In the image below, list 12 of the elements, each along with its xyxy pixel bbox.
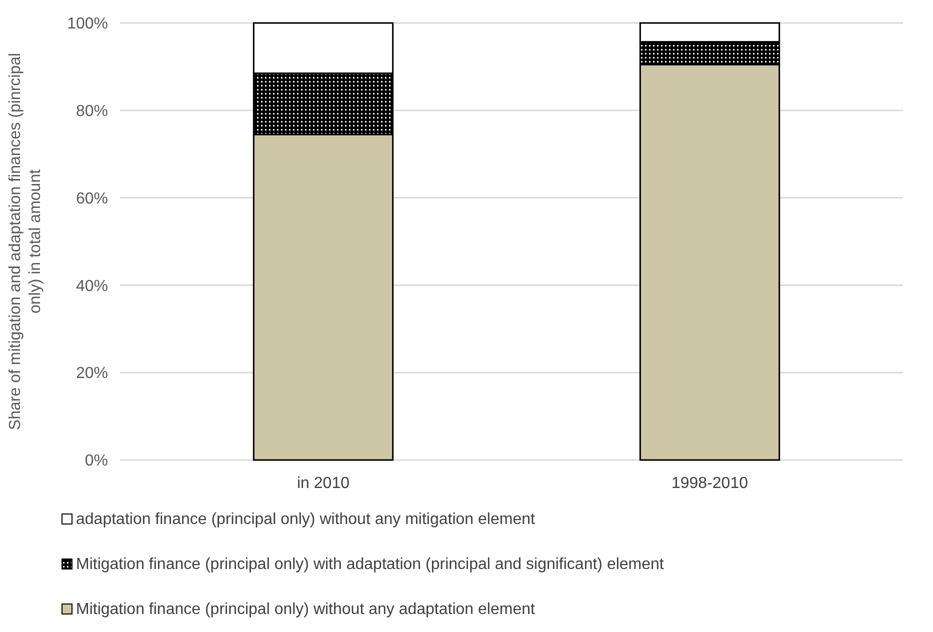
x-tick-label: 1998-2010: [671, 475, 748, 492]
y-tick-label: 100%: [67, 16, 108, 33]
legend-label: Mitigation finance (principal only) without any adaptation element: [76, 601, 536, 618]
y-tick-label: 20%: [76, 365, 108, 382]
y-tick-label: 80%: [76, 103, 108, 120]
x-tick-label: in 2010: [297, 475, 350, 492]
y-axis-title: Share of mitigation and adaptation finances (pinrcipal only) in total amount: [7, 52, 44, 430]
y-tick-label: 40%: [76, 278, 108, 295]
y-tick-label: 60%: [76, 190, 108, 208]
legend-label: Mitigation finance (principal only) with adaptation (principal and significant) element: [76, 556, 664, 573]
legend-label: adaptation finance (principal only) without any mitigation element: [76, 511, 536, 528]
y-tick-label: 0%: [84, 452, 108, 470]
